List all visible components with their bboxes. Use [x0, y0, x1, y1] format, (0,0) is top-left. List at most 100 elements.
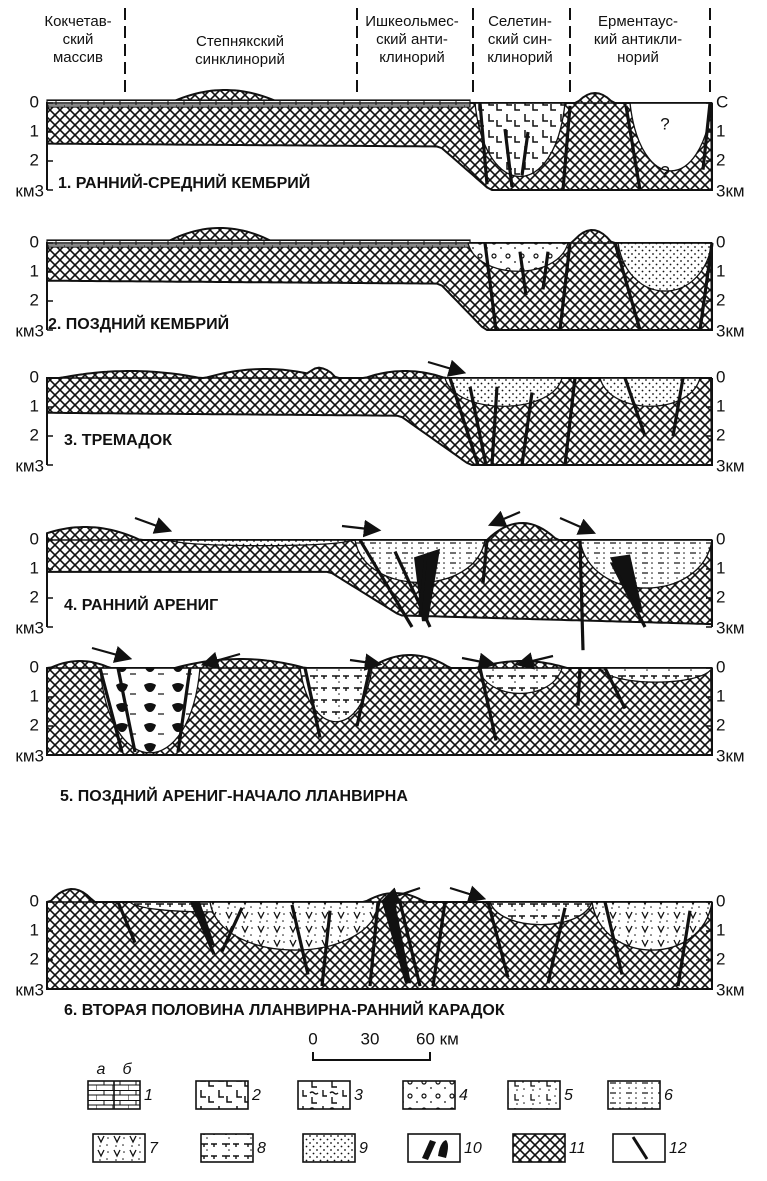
legend-swatch [303, 1134, 355, 1162]
region-label: синклинорий [195, 51, 285, 68]
legend-number: 8 [257, 1140, 266, 1157]
depth-label: км3 [15, 181, 44, 200]
scale-bar: 0 30 60 км [308, 1029, 459, 1060]
region-label: Степнякский [196, 33, 284, 50]
depth-label: км3 [15, 618, 44, 637]
cross-section: 012км30123км4. РАННИЙ АРЕНИГ [15, 512, 744, 650]
depth-label: 2 [30, 949, 39, 968]
scale-label: 30 [361, 1029, 380, 1048]
flow-arrow [342, 526, 377, 530]
legend-sublabel: а [97, 1061, 106, 1078]
depth-label: 2 [716, 715, 725, 734]
depth-label: 2 [716, 587, 725, 606]
annotation: ? [660, 114, 669, 133]
annotation: ? [660, 162, 669, 181]
depth-label: 0 [30, 232, 39, 251]
depth-label: 0 [716, 891, 725, 910]
region-label: массив [53, 49, 103, 66]
flow-arrow [92, 648, 128, 658]
flow-arrow [450, 888, 482, 898]
region-label: Селетин- [488, 13, 552, 30]
legend-number: 4 [459, 1087, 468, 1104]
depth-label: 0 [716, 529, 725, 548]
depth-label: 1 [30, 261, 39, 280]
depth-label: 1 [30, 396, 39, 415]
legend-number: 10 [464, 1140, 482, 1157]
fault [578, 668, 580, 706]
depth-label: 0 [30, 529, 39, 548]
section-title: 2. ПОЗДНИЙ КЕМБРИЙ [48, 314, 229, 333]
region-label: ский [63, 31, 94, 48]
depth-label: 1 [716, 396, 725, 415]
legend-number: 2 [251, 1087, 261, 1104]
geologic-diagram: Кокчетав-скиймассив Степнякскийсинклинори… [0, 0, 767, 1181]
depth-label: км3 [15, 456, 44, 475]
depth-label: 2 [30, 715, 39, 734]
legend-swatch [298, 1081, 350, 1109]
legend-number: 6 [664, 1087, 673, 1104]
region-label: клинорий [379, 49, 445, 66]
depth-label: 3км [716, 456, 745, 475]
section-title: 1. РАННИЙ-СРЕДНИЙ КЕМБРИЙ [58, 173, 310, 192]
depth-label: 2 [716, 150, 725, 169]
depth-label: 3км [716, 746, 745, 765]
flow-arrow [350, 660, 378, 664]
cross-section: 0 1 2 км3 0 1 2 3км 5. ПОЗДНИЙ АРЕНИГ-НАЧАЛО ЛЛА… [15, 648, 744, 805]
depth-label: 0 [716, 367, 725, 386]
depth-label: 2 [716, 949, 725, 968]
depth-label: км3 [15, 980, 44, 999]
flow-arrow [135, 518, 168, 530]
depth-label: км3 [15, 746, 44, 765]
section-title: 5. ПОЗДНИЙ АРЕНИГ-НАЧАЛО ЛЛАНВИРНА [60, 786, 408, 805]
region-label: клинорий [487, 49, 553, 66]
depth-label: 1 [30, 686, 39, 705]
section-title: 6. ВТОРАЯ ПОЛОВИНА ЛЛАНВИРНА-РАННИЙ КАРА… [64, 1000, 505, 1019]
scale-line [313, 1052, 430, 1060]
region-label: норий [617, 49, 659, 66]
depth-label: 0 [30, 92, 39, 111]
flow-arrow [560, 518, 592, 532]
flow-arrow [462, 658, 492, 664]
flow-arrow [428, 362, 462, 372]
region-label: Ишкеольмес- [365, 13, 459, 30]
depth-label: 0 [30, 367, 39, 386]
legend-swatch [608, 1081, 660, 1109]
depth-label: 3км [716, 181, 745, 200]
depth-label: 0 [30, 891, 39, 910]
depth-label: 2 [30, 150, 39, 169]
depth-label: 0 [716, 657, 725, 676]
depth-label: 2 [30, 290, 39, 309]
legend-sublabel: б [123, 1061, 133, 1078]
section-title: 3. ТРЕМАДОК [64, 432, 172, 449]
depth-label: 1 [30, 920, 39, 939]
depth-label: 2 [716, 425, 725, 444]
depth-label: 1 [716, 686, 725, 705]
legend-number: 7 [149, 1140, 159, 1157]
region-label: ский син- [488, 31, 552, 48]
depth-label: 0 [716, 232, 725, 251]
depth-label: 2 [30, 587, 39, 606]
section-title: 4. РАННИЙ АРЕНИГ [64, 595, 218, 614]
depth-label: С [716, 92, 728, 111]
region-label: Кокчетав- [44, 13, 111, 30]
depth-label: км3 [15, 321, 44, 340]
depth-label: 1 [716, 121, 725, 140]
scale-label: 60 км [416, 1029, 459, 1048]
depth-label: 3км [716, 321, 745, 340]
flow-arrow [492, 512, 520, 524]
depth-label: 2 [716, 290, 725, 309]
scale-label: 0 [308, 1029, 317, 1048]
legend-number: 5 [564, 1087, 573, 1104]
legend-swatch [201, 1134, 253, 1162]
depth-label: 0 [30, 657, 39, 676]
region-label: кий антикли- [594, 31, 682, 48]
legend-swatch [508, 1081, 560, 1109]
legend-number: 3 [354, 1087, 363, 1104]
depth-label: 1 [30, 558, 39, 577]
depth-label: 3км [716, 980, 745, 999]
